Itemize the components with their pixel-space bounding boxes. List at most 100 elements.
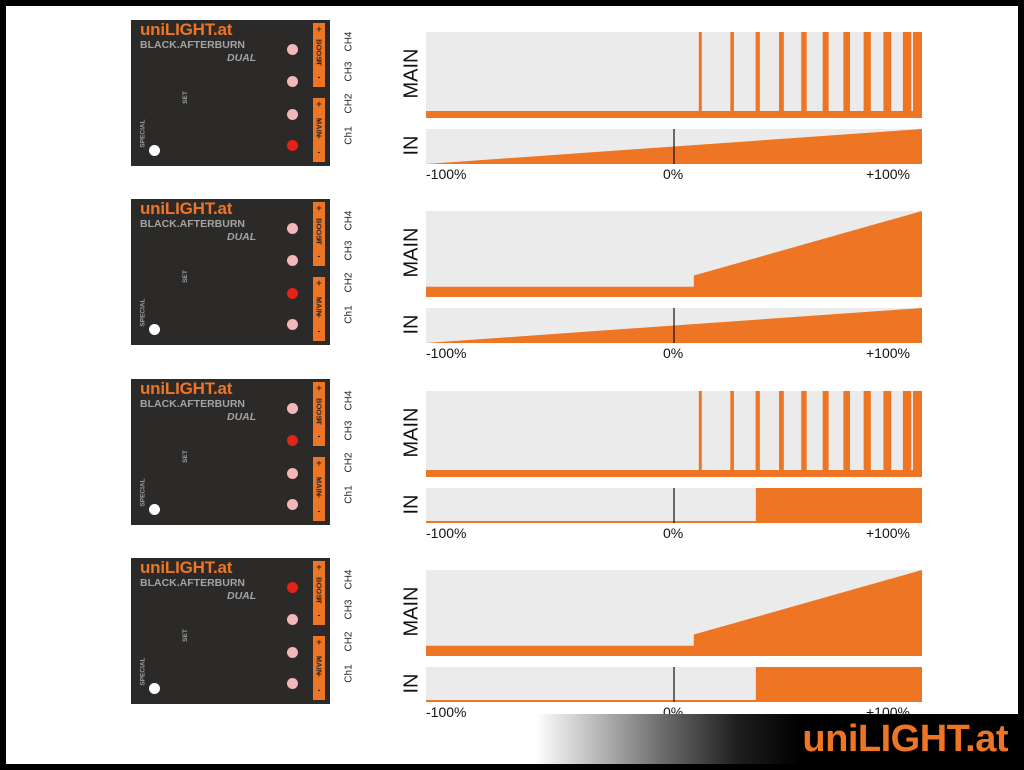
channel-label-ch2: CH2 xyxy=(343,631,355,652)
led-ch3 xyxy=(287,614,298,625)
x-tick-label: 0% xyxy=(663,345,684,361)
x-tick-label: +100% xyxy=(866,345,910,361)
special-label: SPECIAL xyxy=(139,657,147,686)
boost-sign-4: - xyxy=(317,431,321,441)
main-chart-label: MAIN xyxy=(400,48,423,99)
main-ramp-area xyxy=(426,570,922,656)
channel-label-ch2: CH2 xyxy=(343,272,355,293)
main-sign-2: - xyxy=(317,474,321,484)
channel-label-ch3: CH3 xyxy=(343,599,355,620)
channel-label-ch2: CH2 xyxy=(343,452,355,473)
main-sign-3: + xyxy=(316,490,322,500)
channel-label-ch3: CH3 xyxy=(343,61,355,82)
main-bar: MAIN + - + - xyxy=(313,98,325,162)
chart-plot xyxy=(426,211,922,343)
boost-sign-1: + xyxy=(316,562,322,572)
special-button[interactable] xyxy=(149,324,160,335)
main-pulse-bar xyxy=(902,391,912,477)
set-label: SET xyxy=(181,270,189,283)
module-variant-label: DUAL xyxy=(227,52,257,64)
main-pulse-bar xyxy=(822,32,829,118)
chart-plot xyxy=(426,570,922,702)
in-low-bar xyxy=(426,521,756,523)
module-brand-logo: uniLIGHT.at xyxy=(140,20,233,39)
main-chart-bg xyxy=(426,32,922,118)
channel-label-ch1: Ch1 xyxy=(343,664,355,683)
boost-sign-1: + xyxy=(316,203,322,213)
boost-sign-1: + xyxy=(316,383,322,393)
module-variant-label: DUAL xyxy=(227,231,257,243)
main-chart-label: MAIN xyxy=(400,227,423,278)
main-sign-2: - xyxy=(317,294,321,304)
main-pulse-bar xyxy=(779,32,784,118)
main-pulse-bar xyxy=(730,32,734,118)
controller-module: uniLIGHT.at BLACK.AFTERBURN DUAL SET SPECIAL… xyxy=(131,199,330,345)
x-tick-label: +100% xyxy=(866,525,910,541)
channel-label-ch3: CH3 xyxy=(343,420,355,441)
led-ch1 xyxy=(287,319,298,330)
x-tick-label: -100% xyxy=(426,704,467,720)
special-button[interactable] xyxy=(149,145,160,156)
main-ramp-area xyxy=(426,211,922,297)
main-sign-4: - xyxy=(317,506,321,516)
row-4: uniLIGHT.at BLACK.AFTERBURN DUAL SET SPECIAL… xyxy=(6,558,1018,723)
module-model-label: BLACK.AFTERBURN xyxy=(140,39,245,51)
main-pulse-bar xyxy=(779,391,784,477)
channel-label-ch4: CH4 xyxy=(343,210,355,231)
row-2: uniLIGHT.at BLACK.AFTERBURN DUAL SET SPECIAL… xyxy=(6,199,1018,364)
main-pulse-bar xyxy=(822,391,829,477)
channel-label-ch2: CH2 xyxy=(343,93,355,114)
led-ch3 xyxy=(287,255,298,266)
set-label: SET xyxy=(181,450,189,463)
channel-label-ch4: CH4 xyxy=(343,390,355,411)
led-ch4 xyxy=(287,403,298,414)
footer-gradient xyxy=(535,714,1018,764)
led-ch2 xyxy=(287,468,298,479)
main-bar: MAIN + - + - xyxy=(313,457,325,521)
main-sign-1: + xyxy=(316,637,322,647)
led-ch2 xyxy=(287,288,298,299)
led-ch4 xyxy=(287,223,298,234)
chart-plot xyxy=(426,391,922,523)
in-chart-label: IN xyxy=(400,135,423,156)
module-brand-logo: uniLIGHT.at xyxy=(140,199,233,218)
module-variant-label: DUAL xyxy=(227,590,257,602)
main-pulse-bar xyxy=(883,32,892,118)
main-pulse-bar xyxy=(863,32,871,118)
special-button[interactable] xyxy=(149,683,160,694)
led-ch4 xyxy=(287,44,298,55)
boost-bar: BOOST + - + - xyxy=(313,23,325,87)
controller-module: uniLIGHT.at BLACK.AFTERBURN DUAL SET SPECIAL… xyxy=(131,20,330,166)
row-3: uniLIGHT.at BLACK.AFTERBURN DUAL SET SPECIAL… xyxy=(6,379,1018,544)
special-label: SPECIAL xyxy=(139,298,147,327)
x-tick-label: -100% xyxy=(426,166,467,182)
main-base-bar xyxy=(426,111,922,118)
boost-sign-4: - xyxy=(317,72,321,82)
main-sign-1: + xyxy=(316,458,322,468)
main-chart-label: MAIN xyxy=(400,407,423,458)
page: uniLIGHT.at BLACK.AFTERBURN DUAL SET SPECIAL… xyxy=(6,6,1018,764)
main-pulse-bar xyxy=(902,32,912,118)
main-pulse-bar xyxy=(843,391,850,477)
boost-sign-2: - xyxy=(317,40,321,50)
boost-sign-3: + xyxy=(316,235,322,245)
main-sign-3: + xyxy=(316,131,322,141)
module-brand-logo: uniLIGHT.at xyxy=(140,379,233,398)
main-chart-bg xyxy=(426,391,922,477)
chart-plot xyxy=(426,32,922,164)
special-button[interactable] xyxy=(149,504,160,515)
module-model-label: BLACK.AFTERBURN xyxy=(140,577,245,589)
main-pulse-bar xyxy=(698,391,702,477)
in-step-block xyxy=(755,667,922,702)
main-sign-1: + xyxy=(316,99,322,109)
row-1: uniLIGHT.at BLACK.AFTERBURN DUAL SET SPECIAL… xyxy=(6,20,1018,185)
channel-label-ch3: CH3 xyxy=(343,240,355,261)
main-bar: MAIN + - + - xyxy=(313,636,325,700)
channel-label-ch1: Ch1 xyxy=(343,126,355,145)
boost-sign-2: - xyxy=(317,399,321,409)
module-variant-label: DUAL xyxy=(227,411,257,423)
controller-module: uniLIGHT.at BLACK.AFTERBURN DUAL SET SPECIAL… xyxy=(131,379,330,525)
led-ch3 xyxy=(287,435,298,446)
boost-sign-4: - xyxy=(317,610,321,620)
in-chart-label: IN xyxy=(400,494,423,515)
